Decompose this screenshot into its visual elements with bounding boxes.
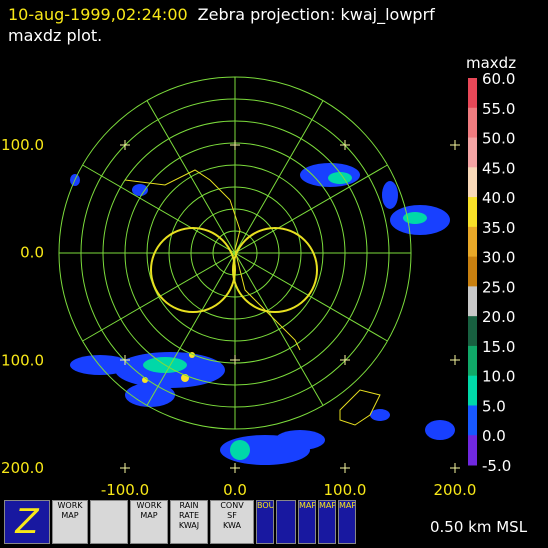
colorbar-label: 35.0 — [482, 219, 515, 237]
button-label: CONV — [220, 501, 244, 510]
colorbar-segment — [468, 167, 477, 198]
colorbar-label: 45.0 — [482, 159, 515, 177]
colorbar-segment — [468, 78, 477, 109]
button-label: MAP — [319, 501, 336, 510]
button-label: KWAJ — [178, 521, 200, 530]
colorbar-segment — [468, 286, 477, 317]
colorbar-segment — [468, 375, 477, 406]
echoes — [70, 163, 455, 465]
x-tick-label: 0.0 — [223, 481, 247, 499]
button-label: MAP — [299, 501, 316, 510]
colorbar-label: 10.0 — [482, 368, 515, 386]
colorbar-segment — [468, 256, 477, 287]
colorbar-label: 40.0 — [482, 189, 515, 207]
toolbar-button[interactable] — [90, 500, 128, 544]
range-rings — [58, 76, 412, 430]
grid-crosses — [120, 140, 460, 473]
colorbar-segment — [468, 316, 477, 347]
colorbar-segment — [468, 107, 477, 139]
colorbar-label: 20.0 — [482, 308, 515, 326]
colorbar-title: maxdz — [466, 54, 516, 72]
button-label: BOUNDS — [257, 501, 274, 510]
colorbar-segment — [468, 345, 477, 377]
x-tick-label: 200.0 — [434, 481, 477, 499]
colorbar-label: 55.0 — [482, 100, 515, 118]
colorbar-label: 60.0 — [482, 70, 515, 88]
colorbar-segment — [468, 435, 477, 466]
toolbar-button[interactable]: BOUNDS — [256, 500, 274, 544]
x-tick-label: 100.0 — [324, 481, 367, 499]
button-label: RAIN — [179, 501, 199, 510]
toolbar-button[interactable]: MAP — [338, 500, 356, 544]
y-tick-label: 100.0 — [1, 351, 44, 369]
colorbar-segment — [468, 405, 477, 436]
button-label: RATE — [178, 511, 200, 520]
colorbar-segment — [468, 226, 477, 258]
time: 10-aug-1999,02:24:00 — [8, 5, 188, 24]
y-tick-label: 100.0 — [1, 136, 44, 154]
level-label: 0.50 km MSL — [430, 518, 528, 536]
colorbar-label: 5.0 — [482, 397, 506, 415]
colorbar-label: 15.0 — [482, 338, 515, 356]
toolbar-button[interactable]: WORK MAP — [130, 500, 168, 544]
colorbar-segment — [468, 197, 477, 228]
colorbar-label: 50.0 — [482, 130, 515, 148]
button-label: MAP — [61, 511, 79, 520]
colorbar-segment — [468, 137, 477, 168]
y-tick-label: 200.0 — [1, 459, 44, 477]
button-label: WORK — [136, 501, 162, 510]
toolbar-button[interactable]: RAIN RATE KWAJ — [170, 500, 208, 544]
toolbar-button[interactable]: MAP — [318, 500, 336, 544]
toolbar-button[interactable]: MAP — [298, 500, 316, 544]
toolbar-button[interactable] — [276, 500, 296, 544]
colorbar-label: 30.0 — [482, 249, 515, 267]
radar-plot: 100.0 0.0 100.0 200.0 -100.0 0.0 100.0 200.0 m… — [1, 54, 516, 499]
button-label: MAP — [339, 501, 356, 510]
toolbar-button[interactable]: CONV SF KWA — [210, 500, 254, 544]
button-label: WORK — [57, 501, 83, 510]
description: Zebra projection: kwaj_lowprf maxdz plot… — [8, 5, 435, 45]
y-tick-label: 0.0 — [20, 244, 44, 262]
header: 10-aug-1999,02:24:00 Zebra projection: kw… — [8, 4, 478, 46]
colorbar-label: 0.0 — [482, 427, 506, 445]
toolbar-button[interactable]: WORK MAP — [52, 500, 88, 544]
button-label: KWA — [223, 521, 241, 530]
colorbar-label: 25.0 — [482, 278, 515, 296]
x-tick-label: -100.0 — [101, 481, 149, 499]
colorbar-label: -5.0 — [482, 457, 511, 475]
overlay — [124, 169, 381, 426]
zebra-button[interactable]: Z — [4, 500, 50, 544]
button-label: MAP — [140, 511, 158, 520]
button-label: SF — [227, 511, 237, 520]
radial — [82, 164, 388, 342]
